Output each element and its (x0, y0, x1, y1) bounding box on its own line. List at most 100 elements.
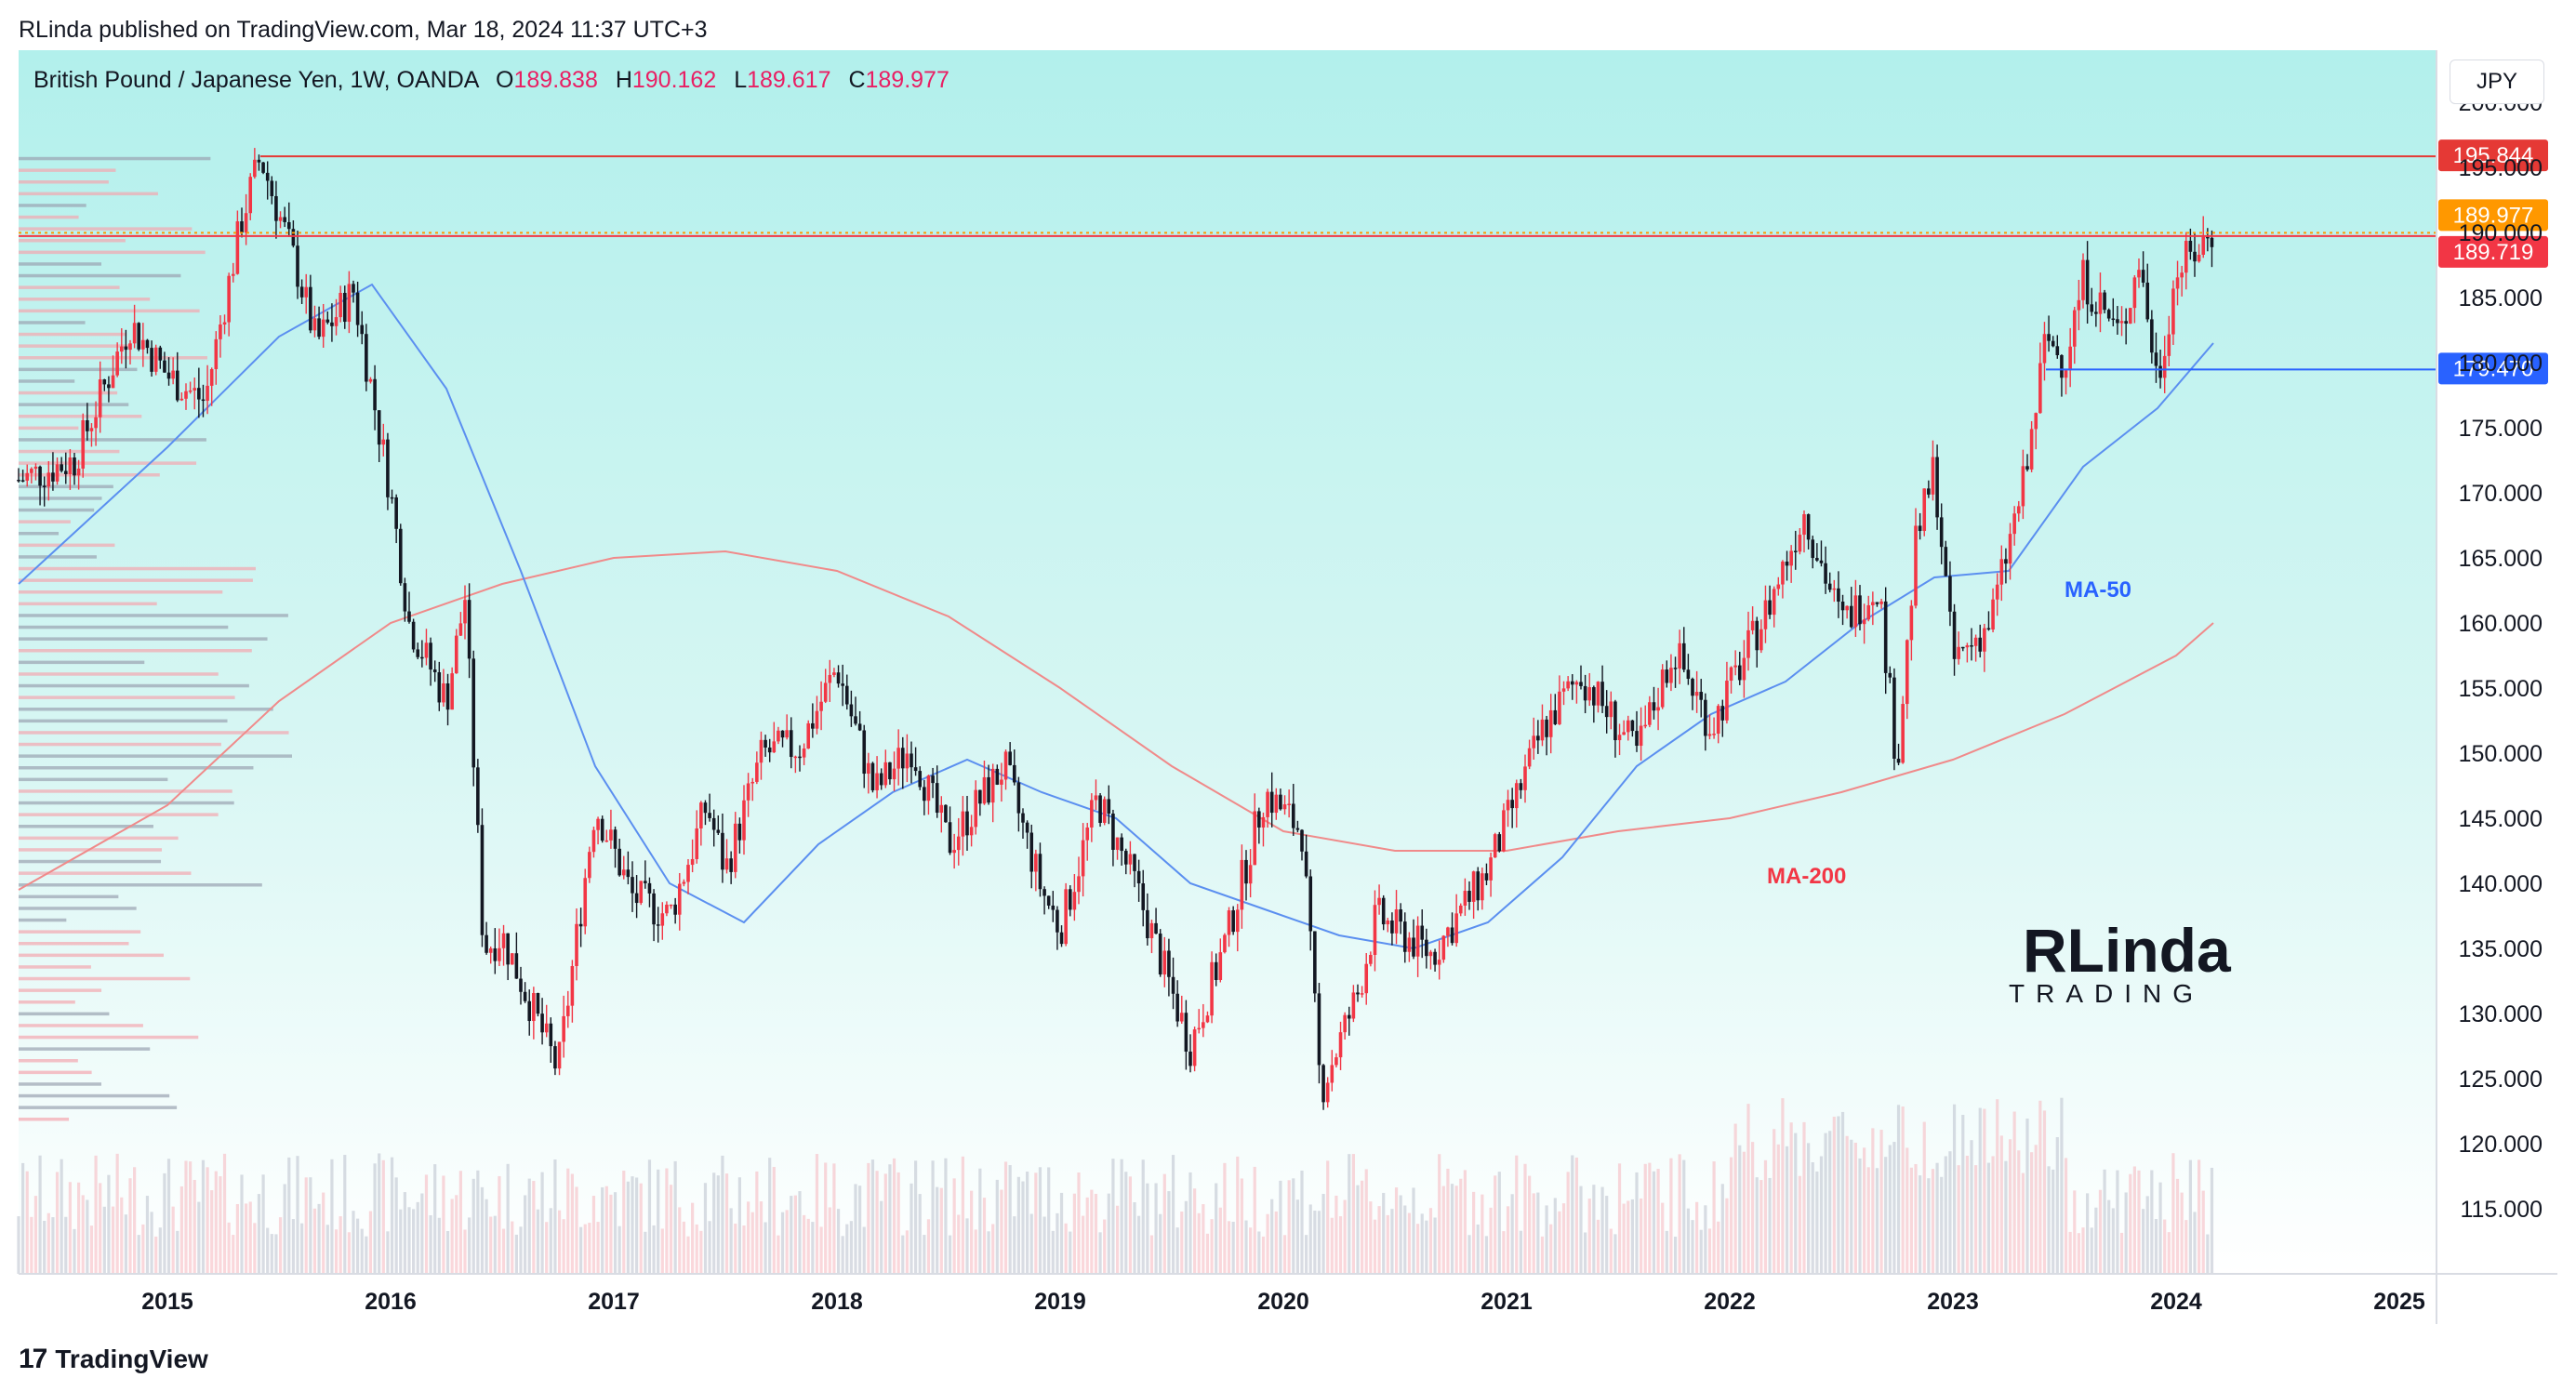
candle-body (1652, 702, 1656, 711)
volume-bar (1927, 1178, 1931, 1274)
candle-body (1489, 857, 1493, 881)
volume-bar (575, 1186, 578, 1274)
candle-body (244, 213, 248, 233)
candle-body (621, 869, 626, 876)
volume-bar (1815, 1171, 1819, 1274)
volume-bar (261, 1174, 265, 1274)
volume-bar (1648, 1162, 1652, 1274)
volume-bar (944, 1158, 948, 1274)
x-tick-label: 2015 (141, 1289, 193, 1315)
volume-bar (1069, 1231, 1072, 1274)
volume-bar (695, 1224, 698, 1274)
candle-body (1279, 794, 1282, 810)
legend-open: 189.838 (513, 67, 598, 93)
volume-profile-bar (19, 708, 273, 711)
volume-bar (755, 1171, 759, 1274)
y-tick-label: 195.000 (2459, 155, 2543, 181)
candle-body (523, 991, 527, 1001)
volume-bar (322, 1192, 325, 1274)
volume-bar (1223, 1162, 1227, 1274)
volume-bar (480, 1186, 485, 1274)
published-caption: RLinda published on TradingView.com, Mar… (19, 17, 708, 43)
y-tick-label: 170.000 (2459, 481, 2543, 507)
volume-bar (982, 1198, 987, 1274)
tradingview-footer[interactable]: 17 TradingView (19, 1344, 208, 1375)
volume-bar (300, 1223, 304, 1274)
candle-body (1210, 961, 1214, 1016)
volume-bar (965, 1218, 969, 1274)
volume-bar (360, 1228, 364, 1274)
volume-bar (2184, 1220, 2188, 1274)
volume-bar (1609, 1228, 1613, 1274)
candle-body (2132, 277, 2137, 309)
volume-bar (1433, 1217, 1437, 1274)
candle-body (111, 375, 115, 389)
volume-bar (742, 1225, 746, 1274)
candle-body (119, 346, 124, 352)
candle-body (2077, 299, 2081, 311)
candle-body (1845, 605, 1849, 611)
volume-profile-bar (19, 508, 95, 512)
candle-body (532, 993, 536, 1022)
candle-body (265, 172, 270, 181)
volume-bar (1871, 1128, 1875, 1274)
volume-bar (287, 1157, 291, 1274)
volume-bar (1428, 1208, 1433, 1274)
volume-bar (232, 1235, 235, 1274)
volume-bar (1257, 1231, 1261, 1274)
volume-bar (1111, 1159, 1115, 1274)
candle-body (1720, 706, 1725, 721)
volume-bar (158, 1227, 162, 1274)
candle-body (1347, 1014, 1351, 1019)
volume-bar (1300, 1170, 1304, 1274)
candle-body (368, 378, 373, 382)
volume-bar (501, 1228, 506, 1274)
volume-bar (772, 1167, 776, 1274)
candle-body (2175, 277, 2180, 289)
volume-bar (2017, 1150, 2021, 1274)
candle-body (2141, 270, 2145, 283)
volume-bar (2132, 1166, 2136, 1274)
volume-bar (278, 1217, 283, 1274)
candle-body (2167, 334, 2171, 356)
volume-bar (1961, 1114, 1965, 1274)
volume-bar (1970, 1140, 1973, 1274)
candle-body (703, 802, 708, 814)
candle-body (1111, 814, 1115, 850)
candle-body (1240, 859, 1244, 910)
volume-bar (734, 1223, 737, 1274)
volume-bar (2119, 1232, 2124, 1274)
candle-body (888, 762, 892, 780)
candle-body (1948, 576, 1952, 612)
candle-body (30, 469, 33, 473)
candle-body (1192, 1029, 1197, 1066)
volume-bar (1627, 1200, 1630, 1274)
volume-profile-bar (19, 566, 256, 571)
volume-bar (631, 1176, 634, 1274)
currency-selector[interactable]: JPY (2450, 60, 2544, 104)
candle-body (2137, 270, 2141, 278)
volume-bar (206, 1167, 209, 1274)
candle-body (1356, 992, 1360, 995)
volume-bar (1343, 1199, 1347, 1274)
candle-body (2201, 236, 2206, 255)
volume-bar (2154, 1218, 2158, 1274)
candle-body (2171, 288, 2175, 335)
candle-body (166, 372, 171, 379)
candle-body (1402, 921, 1407, 952)
volume-bar (1064, 1223, 1068, 1274)
volume-bar (514, 1234, 518, 1274)
candle-body (1068, 889, 1072, 910)
volume-bar (1768, 1177, 1772, 1274)
volume-bar (1077, 1172, 1081, 1274)
volume-bar (1866, 1167, 1870, 1274)
volume-bar (540, 1172, 544, 1274)
candle-body (115, 351, 119, 376)
volume-bar (1141, 1159, 1145, 1274)
volume-bar (1484, 1236, 1489, 1274)
candle-body (634, 893, 639, 904)
volume-bar (416, 1201, 419, 1274)
volume-bar (669, 1185, 673, 1274)
volume-bar (845, 1224, 849, 1274)
